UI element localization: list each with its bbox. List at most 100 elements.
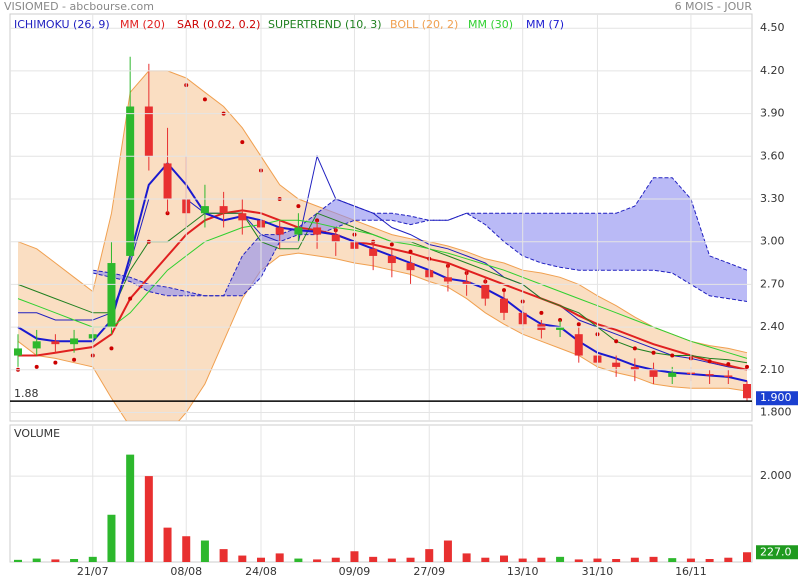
volume-bar (481, 557, 490, 562)
series-area (92, 177, 748, 302)
candle-body (724, 375, 733, 377)
volume-bar (107, 514, 116, 562)
volume-bar (556, 556, 565, 562)
candle-body (275, 227, 284, 235)
volume-bar (313, 559, 322, 562)
y-tick-label: 3.90 (760, 107, 785, 120)
candle-body (14, 348, 22, 356)
volume-bar (182, 536, 191, 562)
period: 6 MOIS - JOUR (675, 0, 753, 13)
candle-body (705, 374, 714, 376)
last-volume-box (756, 545, 798, 560)
volume-title: VOLUME (14, 427, 60, 440)
sar-dot (726, 362, 731, 367)
sar-dot (408, 249, 413, 254)
sar-dot (707, 359, 712, 364)
series-line (17, 219, 748, 359)
candle-body (668, 372, 677, 377)
sar-dot (670, 353, 675, 358)
series-line (92, 177, 748, 297)
candle-body (481, 284, 490, 299)
x-tick-label: 27/09 (413, 565, 445, 578)
chart-title: VISIOMED - abcbourse.com (4, 0, 154, 13)
last-price-label: 1.900 (760, 391, 792, 404)
y-tick-label: 4.20 (760, 64, 785, 77)
sar-dot (240, 140, 245, 145)
volume-bar (163, 527, 172, 562)
x-tick-label: 09/09 (339, 565, 371, 578)
series-line (18, 154, 748, 371)
y-tick-label: 2.70 (760, 277, 785, 290)
volume-bar (724, 557, 733, 562)
sar-dot (539, 310, 544, 315)
sar-dot (632, 346, 637, 351)
volume-bar (238, 555, 247, 562)
volume-bar (14, 559, 22, 562)
candle-body (462, 281, 471, 285)
y-tick-label: 2.40 (760, 320, 785, 333)
y-tick-label: 3.30 (760, 192, 785, 205)
volume-bar (70, 558, 79, 562)
volume-bar (686, 558, 695, 562)
sar-dot (745, 364, 749, 369)
volume-bar (425, 549, 434, 562)
legend-entry: MM (7) (526, 18, 564, 31)
sar-dot (72, 357, 77, 362)
sar-dot (502, 288, 506, 293)
candle-body (743, 384, 751, 399)
volume-bar (51, 559, 60, 562)
price-panel (9, 13, 753, 422)
sar-dot (53, 360, 58, 365)
candle-body (387, 255, 396, 264)
volume-bar (593, 558, 602, 562)
series-line (17, 70, 748, 354)
y-tick-label: 4.50 (760, 21, 785, 34)
series-line (18, 209, 748, 371)
sar-dot (576, 322, 581, 327)
volume-bar (294, 558, 303, 562)
volume-bar (500, 555, 508, 562)
volume-bar (32, 558, 41, 562)
series-line (17, 252, 748, 421)
candle-body (238, 213, 247, 221)
legend-entry: MM (20) (120, 18, 165, 31)
volume-bar (443, 540, 452, 562)
volume-bar (257, 557, 265, 562)
y-tick-label: 3.60 (760, 149, 785, 162)
candle-body (331, 234, 340, 242)
last-price-box (756, 391, 798, 406)
candle-body (500, 298, 508, 313)
sar-dot (296, 204, 301, 209)
support-label: 1.88 (14, 387, 39, 400)
sar-dot (389, 242, 394, 247)
volume-bar (518, 558, 527, 562)
candle-body (649, 369, 658, 377)
candle-body (32, 341, 41, 349)
sar-dot (109, 346, 114, 351)
y-tick-label: 2.10 (760, 363, 785, 376)
candle-body (556, 327, 565, 330)
x-tick-label: 16/11 (675, 565, 707, 578)
volume-bar (350, 551, 359, 562)
sar-dot (651, 350, 656, 355)
candle-body (144, 106, 153, 157)
volume-bar (275, 553, 284, 562)
volume-bar (406, 557, 415, 562)
legend-entry: ICHIMOKU (26, 9) (14, 18, 110, 31)
candle-body (219, 206, 228, 214)
volume-bar (630, 557, 639, 562)
y-tick-label: 2.000 (760, 469, 792, 482)
last-volume-label: 227.0 (760, 545, 792, 558)
candle-body (574, 334, 583, 356)
price-plot (14, 56, 751, 421)
volume-bar (705, 558, 714, 562)
candle-body (313, 227, 322, 235)
x-tick-label: 21/07 (77, 565, 109, 578)
candle-body (612, 362, 621, 367)
y-tick-label: 1.800 (760, 405, 792, 418)
volume-bar (200, 540, 209, 562)
legend-entry: BOLL (20, 2) (390, 18, 458, 31)
candle-body (200, 206, 209, 214)
candle-body (51, 341, 60, 345)
